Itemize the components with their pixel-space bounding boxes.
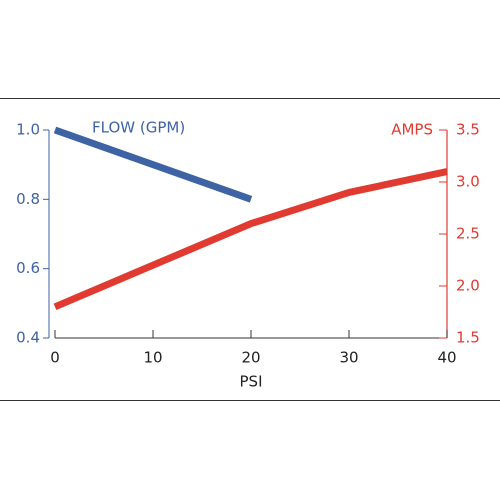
y-tick-label: 0.8 (16, 190, 40, 208)
x-tick-label: 30 (339, 349, 358, 367)
y2-tick-label: 3.0 (456, 173, 480, 191)
x-tick-label: 10 (143, 349, 162, 367)
legend-label: AMPS (391, 121, 433, 139)
x-tick-label: 40 (437, 349, 456, 367)
y-tick-label: 0.4 (16, 329, 40, 347)
y2-tick-label: 3.5 (456, 121, 480, 139)
series-line (55, 130, 447, 303)
y-tick-label: 1.0 (16, 121, 40, 139)
x-tick-label: 20 (241, 349, 260, 367)
y2-tick-label: 2.0 (456, 277, 480, 295)
y-tick-label: 0.6 (16, 259, 40, 277)
series-line (53, 168, 448, 311)
legend-label: FLOW (GPM) (92, 119, 185, 137)
x-tick-label: 0 (50, 349, 60, 367)
y2-tick-label: 2.5 (456, 225, 480, 243)
x-axis-label: PSI (240, 373, 263, 391)
y2-tick-label: 1.5 (456, 329, 480, 347)
